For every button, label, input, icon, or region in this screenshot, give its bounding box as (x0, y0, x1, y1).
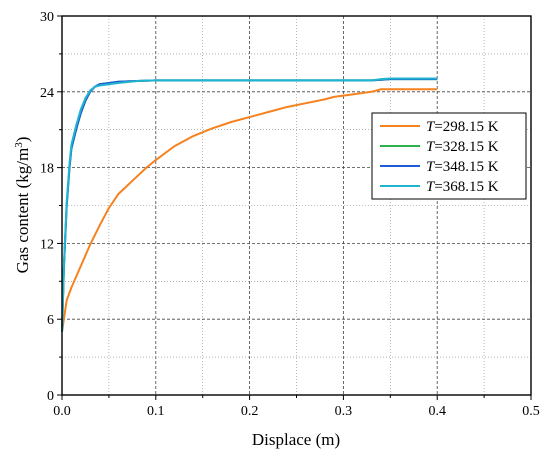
legend-entry-label: T=298.15 K (426, 119, 499, 135)
y-tick-label: 30 (40, 10, 54, 25)
y-tick-label: 12 (40, 237, 54, 252)
x-tick-label: 0.4 (428, 404, 446, 419)
y-axis-label-main: Gas content (kg/m (13, 148, 32, 274)
y-tick-label: 6 (47, 313, 54, 328)
y-axis-label-superscript: 3 (13, 142, 25, 148)
y-axis-label: Gas content (kg/m3) (13, 137, 32, 274)
series-line-1 (61, 88, 438, 332)
legend: T=298.15 K T=328.15 K T=348.15 K T=368.15 K (371, 112, 527, 200)
y-tick-label: 0 (47, 389, 54, 404)
legend-entry-label: T=348.15 K (426, 159, 499, 175)
x-axis-label: Displace (m) (252, 430, 340, 449)
x-tick-label: 0.2 (241, 404, 259, 419)
y-tick-label: 24 (40, 86, 54, 101)
x-tick-label: 0.3 (335, 404, 353, 419)
x-tick-label: 0.0 (53, 404, 71, 419)
x-tick-label: 0.1 (147, 404, 165, 419)
axis-ticks: 0.0 0.1 0.2 0.3 0.4 0.5 0 6 12 18 24 30 (40, 10, 540, 419)
y-tick-label: 18 (40, 162, 54, 177)
legend-entry-label: T=368.15 K (426, 179, 499, 195)
legend-box (371, 112, 527, 200)
x-tick-label: 0.5 (522, 404, 540, 419)
y-axis-label-tail: ) (13, 137, 32, 143)
series-lines (61, 77, 438, 332)
series-line-4 (61, 77, 438, 332)
legend-entry-label: T=328.15 K (426, 139, 499, 155)
